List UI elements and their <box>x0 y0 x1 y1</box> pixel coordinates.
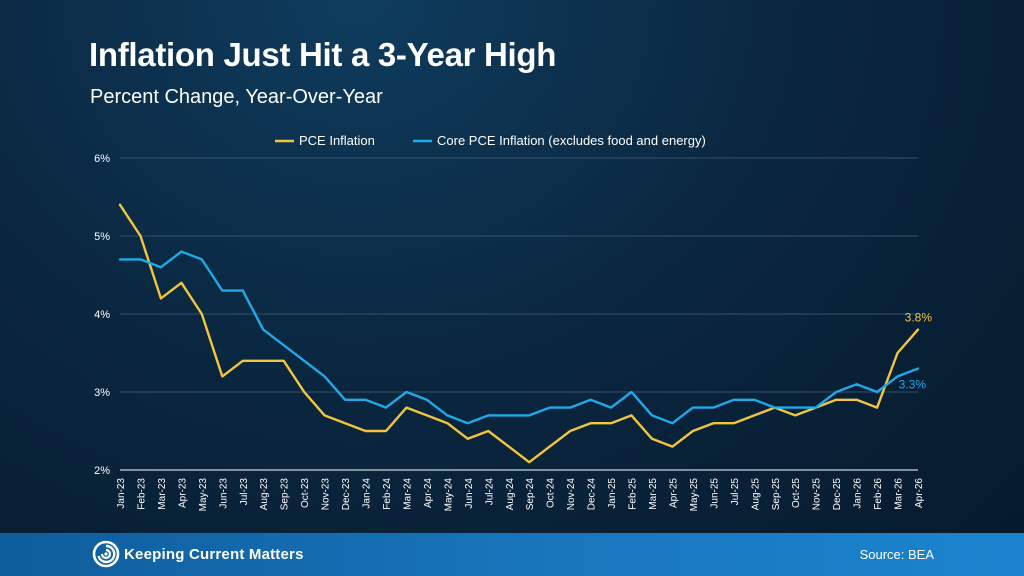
y-tick-label: 2% <box>94 465 110 477</box>
x-tick-label: Jan-26 <box>853 478 864 509</box>
x-tick-label: Oct-25 <box>791 478 802 508</box>
x-tick-label: Sep-23 <box>280 478 291 511</box>
x-tick-label: Apr-24 <box>423 478 434 508</box>
x-tick-label: Oct-24 <box>546 478 557 508</box>
x-tick-label: Jun-24 <box>464 478 475 509</box>
x-tick-label: Jun-23 <box>218 478 229 509</box>
y-tick-label: 6% <box>94 153 110 165</box>
y-axis-ticks: 2% 3% 4% 5% 6% <box>94 153 110 477</box>
x-tick-label: Oct-23 <box>300 478 311 508</box>
x-tick-label: Jul-24 <box>484 478 495 506</box>
chart-subtitle: Percent Change, Year-Over-Year <box>90 86 383 108</box>
x-tick-label: Dec-25 <box>832 478 843 511</box>
x-axis-ticks: Jan-23 Feb-23 Mar-23 Apr-23 May-23 Jun-23 Jul-… <box>116 478 925 512</box>
legend-label-core-pce: Core PCE Inflation (excludes food and en… <box>437 133 706 148</box>
chart-title: Inflation Just Hit a 3-Year High <box>89 36 557 73</box>
series-lines <box>118 203 920 464</box>
brand-name: Keeping Current Matters <box>124 546 304 563</box>
y-tick-label: 3% <box>94 387 110 399</box>
x-tick-label: Sep-24 <box>525 478 536 511</box>
core-pce-end-label: 3.3% <box>899 378 927 392</box>
x-tick-label: Aug-25 <box>750 478 761 511</box>
y-tick-label: 4% <box>94 309 110 321</box>
x-tick-label: Feb-23 <box>136 478 147 510</box>
x-tick-label: Aug-24 <box>505 478 516 511</box>
x-tick-label: Nov-25 <box>812 478 823 511</box>
x-tick-label: May-23 <box>198 478 209 512</box>
x-tick-label: Apr-26 <box>914 478 925 508</box>
core-pce-inflation-line <box>118 250 920 425</box>
x-tick-label: Jul-23 <box>239 478 250 506</box>
legend-label-pce: PCE Inflation <box>299 133 375 148</box>
x-tick-label: May-24 <box>443 478 454 512</box>
x-tick-label: Mar-24 <box>402 478 413 510</box>
x-tick-label: Nov-24 <box>566 478 577 511</box>
x-tick-label: Jun-25 <box>709 478 720 509</box>
x-tick-label: Apr-25 <box>668 478 679 508</box>
x-tick-label: Feb-24 <box>382 478 393 510</box>
x-tick-label: Feb-25 <box>628 478 639 510</box>
footer-bar: Keeping Current Matters Source: BEA <box>0 533 1024 576</box>
x-tick-label: Mar-26 <box>894 478 905 510</box>
x-tick-label: Jan-25 <box>607 478 618 509</box>
gridlines <box>120 157 918 471</box>
x-tick-label: Dec-23 <box>341 478 352 511</box>
pce-end-label: 3.8% <box>905 311 933 325</box>
x-tick-label: Jul-25 <box>730 478 741 506</box>
x-tick-label: Sep-25 <box>771 478 782 511</box>
x-tick-label: May-25 <box>689 478 700 512</box>
source-note: Source: BEA <box>859 547 934 562</box>
y-tick-label: 5% <box>94 231 110 243</box>
x-tick-label: Apr-23 <box>177 478 188 508</box>
x-tick-label: Feb-26 <box>873 478 884 510</box>
line-chart: PCE Inflation Core PCE Inflation (exclude… <box>94 133 933 512</box>
x-tick-label: Dec-24 <box>587 478 598 511</box>
kcm-swirl-icon <box>92 540 120 568</box>
end-labels: 3.8% 3.3% <box>899 311 933 392</box>
x-tick-label: Mar-25 <box>648 478 659 510</box>
x-tick-label: Jan-24 <box>362 478 373 509</box>
legend: PCE Inflation Core PCE Inflation (exclude… <box>275 133 706 148</box>
x-tick-label: Mar-23 <box>157 478 168 510</box>
x-tick-label: Aug-23 <box>259 478 270 511</box>
x-tick-label: Nov-23 <box>321 478 332 511</box>
pce-inflation-line <box>118 203 920 464</box>
x-tick-label: Jan-23 <box>116 478 127 509</box>
